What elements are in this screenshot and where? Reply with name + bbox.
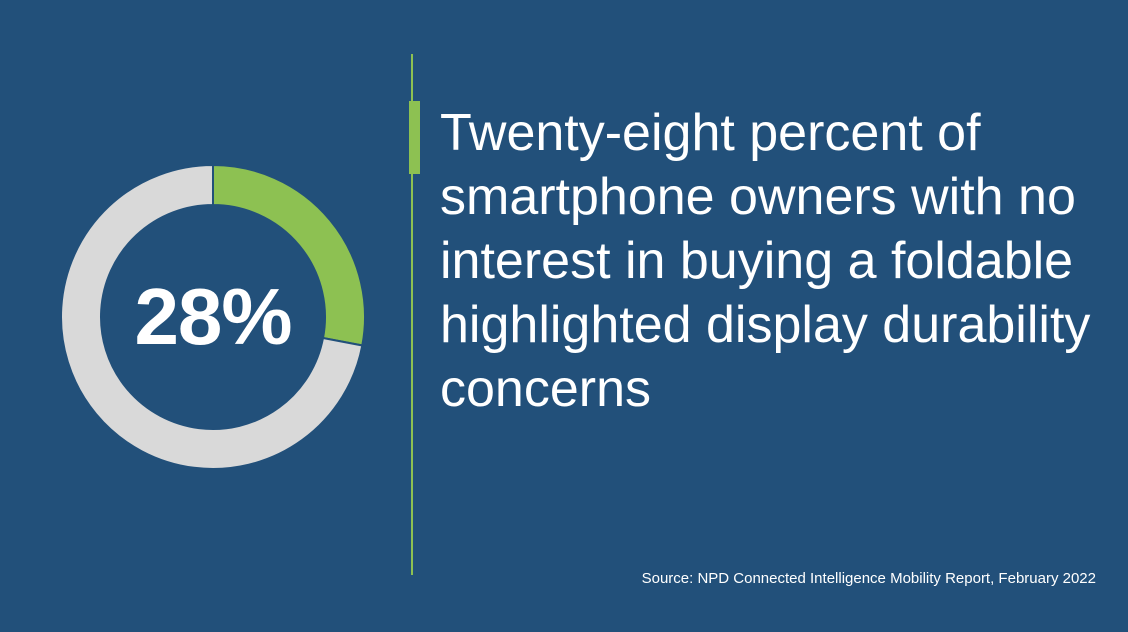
accent-bar bbox=[409, 101, 420, 174]
donut-chart-svg bbox=[60, 163, 366, 470]
headline-text: Twenty-eight percent of smartphone owner… bbox=[440, 104, 1091, 418]
source-citation: Source: NPD Connected Intelligence Mobil… bbox=[641, 570, 1096, 587]
donut-slice-1 bbox=[60, 163, 364, 470]
vertical-divider bbox=[411, 54, 413, 575]
donut-chart: 28% bbox=[58, 162, 368, 472]
donut-center-label: 28% bbox=[134, 272, 292, 361]
